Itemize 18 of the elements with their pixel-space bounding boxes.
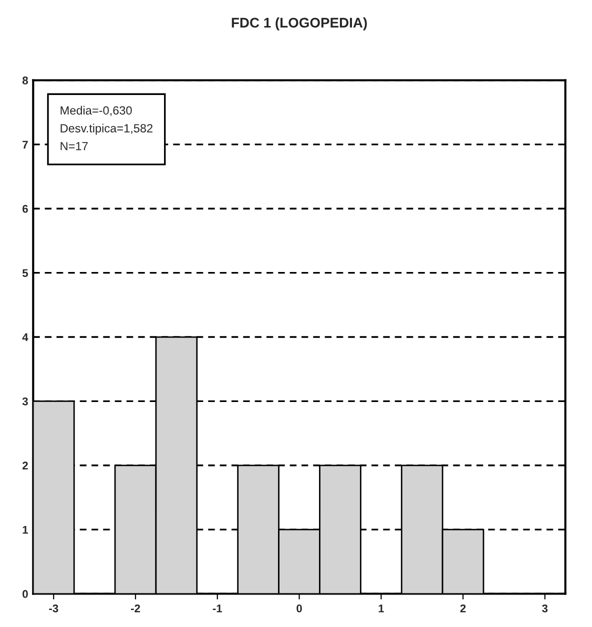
y-tick-label: 1 xyxy=(22,526,28,534)
y-tick-label: 5 xyxy=(22,269,28,277)
x-tick-label: 1 xyxy=(378,604,384,612)
chart-title: FDC 1 (LOGOPEDIA) xyxy=(232,17,367,30)
x-tick-label: -1 xyxy=(212,604,222,612)
y-tick-label: 8 xyxy=(22,76,28,84)
y-tick-label: 4 xyxy=(22,333,28,342)
x-tick-label: 2 xyxy=(460,604,466,612)
y-tick-label: 3 xyxy=(22,397,28,406)
y-tick-label: 6 xyxy=(22,204,28,213)
x-tick-label: -3 xyxy=(49,604,58,612)
y-tick-label: 0 xyxy=(22,590,28,598)
x-tick-label: 0 xyxy=(296,604,302,612)
x-tick-label: 3 xyxy=(542,604,548,612)
y-tick-label: 2 xyxy=(22,462,28,470)
annotation: Media=-0,630 Desv.tipica=1,582 N=17 xyxy=(60,106,152,150)
y-tick-label: 7 xyxy=(22,140,28,148)
x-tick-label: -2 xyxy=(130,604,140,612)
